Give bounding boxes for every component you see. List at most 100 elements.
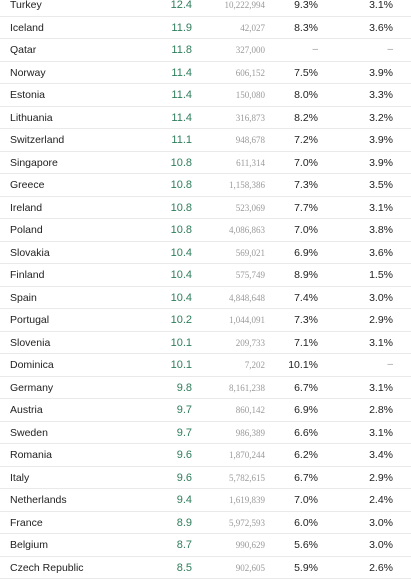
percent-b-cell: 3.9% bbox=[369, 134, 393, 146]
population-cell: 902,605 bbox=[235, 562, 265, 573]
rate-cell: 11.4 bbox=[171, 66, 192, 79]
rate-cell: 9.6 bbox=[176, 449, 192, 461]
population-cell: 316,873 bbox=[235, 112, 265, 123]
population-cell: 150,080 bbox=[235, 90, 265, 100]
country-cell: Spain bbox=[10, 291, 37, 304]
rate-cell: 10.8 bbox=[170, 156, 192, 169]
country-cell: Finland bbox=[10, 269, 45, 281]
country-cell: Germany bbox=[10, 381, 54, 394]
country-cell: Qatar bbox=[10, 44, 37, 56]
table-row: Romania 9.6 1,870,244 6.2% 3.4% bbox=[0, 444, 411, 467]
country-cell: Greece bbox=[10, 179, 45, 191]
table-row: Turkey 12.4 10,222,994 9.3% 3.1% bbox=[0, 0, 411, 17]
percent-b-cell: 3.1% bbox=[369, 201, 393, 214]
percent-a-cell: 8.2% bbox=[294, 111, 318, 124]
percent-b-cell: 3.8% bbox=[369, 224, 393, 236]
percent-b-cell: 3.9% bbox=[369, 156, 393, 169]
population-cell: 569,021 bbox=[235, 247, 265, 258]
country-cell: Norway bbox=[10, 66, 46, 79]
table-row: Estonia 11.4 150,080 8.0% 3.3% bbox=[0, 84, 411, 107]
percent-a-cell: 7.5% bbox=[294, 66, 318, 79]
percent-b-cell: 3.0% bbox=[369, 539, 393, 551]
rate-cell: 9.8 bbox=[176, 381, 192, 394]
percent-a-cell: 7.1% bbox=[294, 336, 318, 349]
country-cell: Iceland bbox=[10, 21, 44, 34]
percent-a-cell: 7.0% bbox=[294, 156, 318, 169]
percent-a-cell: 6.0% bbox=[294, 516, 318, 529]
rate-cell: 11.8 bbox=[171, 44, 192, 56]
percent-a-cell: 7.0% bbox=[294, 224, 318, 236]
rate-cell: 10.4 bbox=[170, 246, 192, 259]
country-cell: Sweden bbox=[10, 426, 48, 439]
percent-a-cell: 6.7% bbox=[294, 381, 318, 394]
rate-cell: 10.8 bbox=[170, 224, 192, 236]
percent-b-cell: 2.9% bbox=[369, 314, 393, 326]
rate-cell: 9.7 bbox=[176, 426, 192, 439]
percent-b-cell: 3.4% bbox=[369, 449, 393, 461]
rate-cell: 11.9 bbox=[171, 21, 192, 34]
population-cell: 990,629 bbox=[235, 540, 265, 550]
rate-cell: 8.7 bbox=[176, 539, 192, 551]
rate-cell: 11.4 bbox=[171, 89, 192, 101]
table-row: Singapore 10.8 611,314 7.0% 3.9% bbox=[0, 152, 411, 174]
table-row: Lithuania 11.4 316,873 8.2% 3.2% bbox=[0, 107, 411, 129]
table-row: Switzerland 11.1 948,678 7.2% 3.9% bbox=[0, 129, 411, 152]
percent-b-cell: 2.9% bbox=[369, 471, 393, 484]
population-cell: 860,142 bbox=[235, 405, 265, 415]
rate-cell: 11.4 bbox=[171, 111, 192, 124]
rate-cell: 10.8 bbox=[170, 179, 192, 191]
rate-cell: 11.1 bbox=[171, 134, 192, 146]
country-cell: France bbox=[10, 516, 43, 529]
country-cell: Slovenia bbox=[10, 336, 51, 349]
country-cell: Romania bbox=[10, 449, 53, 461]
table-row: Slovenia 10.1 209,733 7.1% 3.1% bbox=[0, 332, 411, 354]
table-row: Austria 9.7 860,142 6.9% 2.8% bbox=[0, 399, 411, 422]
percent-a-cell: 6.6% bbox=[294, 426, 318, 439]
country-cell: Austria bbox=[10, 404, 43, 416]
table-row: France 8.9 5,972,593 6.0% 3.0% bbox=[0, 512, 411, 534]
country-cell: Turkey bbox=[10, 0, 42, 11]
table-row: Iceland 11.9 42,027 8.3% 3.6% bbox=[0, 17, 411, 39]
percent-b-cell: 2.8% bbox=[369, 404, 393, 416]
population-cell: 4,848,648 bbox=[229, 292, 265, 303]
rate-cell: 12.4 bbox=[170, 0, 192, 11]
population-cell: 948,678 bbox=[235, 135, 265, 145]
country-cell: Czech Republic bbox=[10, 561, 84, 574]
country-cell: Estonia bbox=[10, 89, 46, 101]
rate-cell: 10.1 bbox=[170, 336, 192, 349]
table-row: Belgium 8.7 990,629 5.6% 3.0% bbox=[0, 534, 411, 557]
table-row: Dominica 10.1 7,202 10.1% – bbox=[0, 354, 411, 377]
population-cell: 1,619,839 bbox=[229, 495, 265, 505]
rate-cell: 10.4 bbox=[170, 291, 192, 304]
rate-cell: 8.5 bbox=[176, 561, 192, 574]
table-row: Finland 10.4 575,749 8.9% 1.5% bbox=[0, 264, 411, 287]
population-cell: 575,749 bbox=[235, 270, 265, 280]
percent-b-cell: – bbox=[387, 44, 393, 55]
population-cell: 1,044,091 bbox=[229, 315, 265, 325]
rate-cell: 9.7 bbox=[176, 404, 192, 416]
rate-cell: 9.6 bbox=[176, 471, 192, 484]
percent-a-cell: 7.2% bbox=[294, 134, 318, 146]
table-row: Czech Republic 8.5 902,605 5.9% 2.6% bbox=[0, 557, 411, 579]
percent-b-cell: – bbox=[387, 359, 393, 370]
country-cell: Portugal bbox=[10, 314, 50, 326]
country-cell: Singapore bbox=[10, 156, 58, 169]
population-cell: 1,158,386 bbox=[229, 180, 265, 190]
population-cell: 523,069 bbox=[235, 202, 265, 213]
percent-b-cell: 3.3% bbox=[369, 89, 393, 101]
percent-a-cell: 6.9% bbox=[294, 246, 318, 259]
population-cell: 5,782,615 bbox=[229, 472, 265, 483]
percent-a-cell: 7.0% bbox=[294, 494, 318, 506]
table-row: Slovakia 10.4 569,021 6.9% 3.6% bbox=[0, 242, 411, 264]
percent-a-cell: 8.9% bbox=[294, 269, 318, 281]
table-row: Greece 10.8 1,158,386 7.3% 3.5% bbox=[0, 174, 411, 197]
population-cell: 209,733 bbox=[235, 337, 265, 348]
percent-b-cell: 3.6% bbox=[369, 21, 393, 34]
population-cell: 4,086,863 bbox=[229, 225, 265, 235]
country-cell: Italy bbox=[10, 471, 30, 484]
percent-a-cell: 5.6% bbox=[294, 539, 318, 551]
percent-b-cell: 3.2% bbox=[369, 111, 393, 124]
percent-b-cell: 2.6% bbox=[369, 561, 393, 574]
table-row: Qatar 11.8 327,000 – – bbox=[0, 39, 411, 62]
